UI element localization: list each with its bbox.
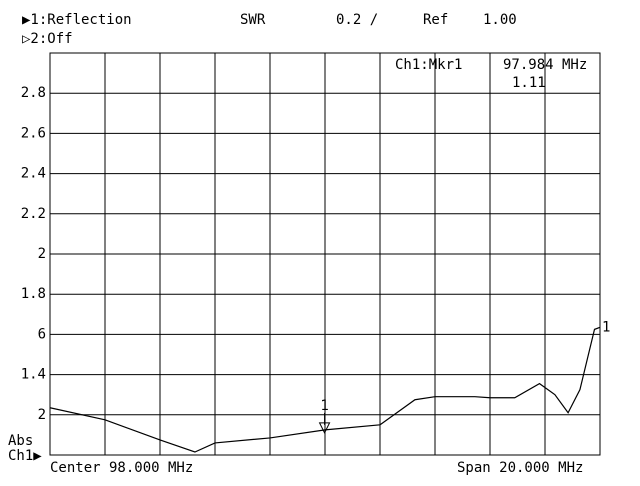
y-axis-label: Ch1▶ xyxy=(8,448,42,464)
y-tick-label: 2.4 xyxy=(21,166,46,182)
marker-number: 1 xyxy=(320,398,328,414)
y-tick-label: 2.8 xyxy=(21,85,46,101)
trace-label: 1 xyxy=(602,319,610,335)
trace xyxy=(49,326,601,453)
y-tick-label: 1.8 xyxy=(21,286,46,302)
y-tick-label: 6 xyxy=(38,326,46,342)
y-tick-label: 1.4 xyxy=(21,367,46,383)
y-tick-label: 2.2 xyxy=(21,206,46,222)
center-label: Center 98.000 MHz xyxy=(50,460,193,476)
y-tick-label: 2 xyxy=(38,246,46,262)
marker-arrow xyxy=(318,412,331,435)
channel1-label: ▶1:Reflection xyxy=(22,12,132,28)
format-label: SWR xyxy=(240,12,266,28)
y-tick-label: 2.6 xyxy=(21,125,46,141)
marker-y: 1.11 xyxy=(512,75,546,91)
y-axis-label: Abs xyxy=(8,433,33,449)
ref-value: 1.00 xyxy=(483,12,517,28)
span-label: Span 20.000 MHz xyxy=(457,460,583,476)
marker-title: Ch1:Mkr1 xyxy=(395,57,462,73)
y-tick-label: 2 xyxy=(38,407,46,423)
scale-label: 0.2 / xyxy=(336,12,378,28)
ref-label: Ref xyxy=(423,12,448,28)
channel2-label: ▷2:Off xyxy=(22,31,73,47)
